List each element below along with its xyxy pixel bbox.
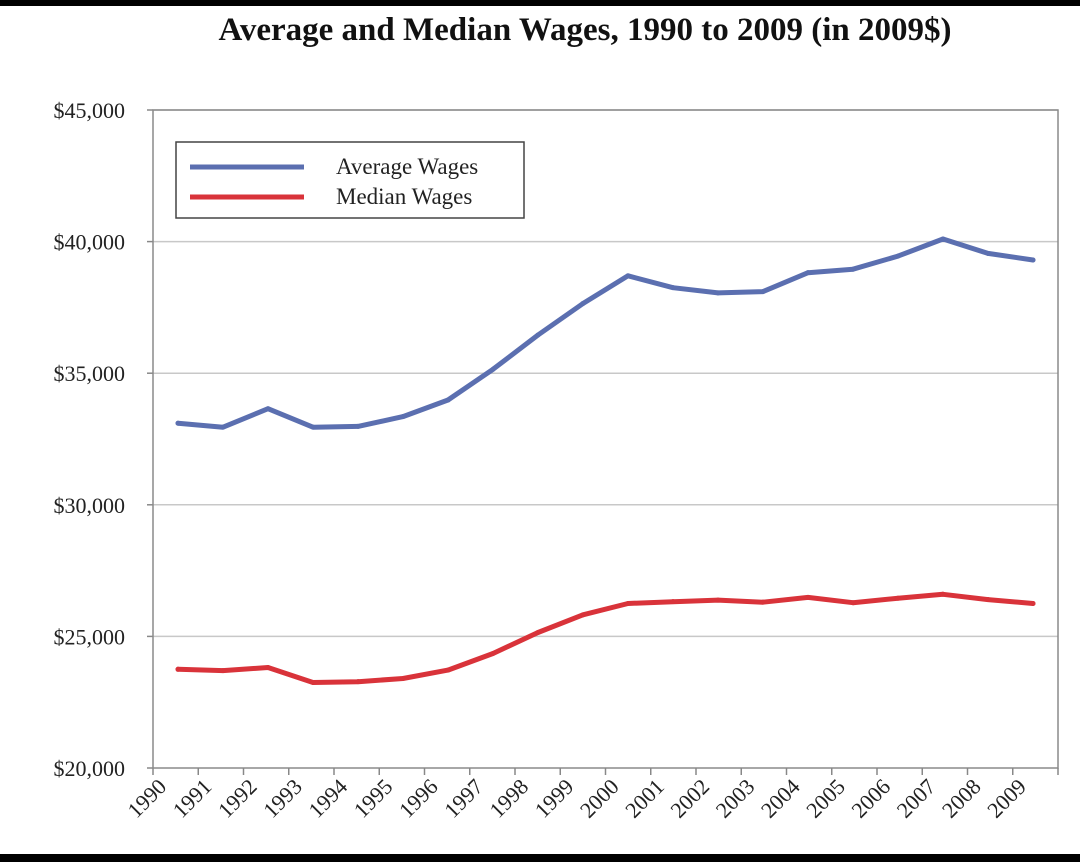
data-point	[580, 612, 586, 618]
x-tick-label: 2005	[801, 774, 850, 823]
y-tick-label: $30,000	[54, 493, 126, 518]
x-tick-label: 1990	[122, 774, 171, 823]
data-point	[220, 668, 226, 674]
line-chart: $20,000 $25,000 $30,000 $35,000 $40,000 $45,0…	[54, 98, 1059, 823]
y-tick-label: $40,000	[54, 230, 126, 255]
data-point	[580, 300, 586, 306]
data-point	[220, 424, 226, 430]
data-point	[535, 332, 541, 338]
series-line-median-wages	[175, 591, 1036, 685]
x-tick-label: 2001	[620, 774, 669, 823]
x-tick-label: 2009	[982, 774, 1031, 823]
x-tick-label: 1999	[530, 774, 579, 823]
chart-title: Average and Median Wages, 1990 to 2009 (…	[218, 12, 952, 48]
data-point	[760, 289, 766, 295]
x-tick-label: 2008	[937, 774, 986, 823]
data-point	[985, 597, 991, 603]
data-point	[940, 236, 946, 242]
x-tick-label: 1997	[439, 774, 488, 823]
legend-box	[175, 141, 525, 219]
data-point	[445, 667, 451, 673]
data-point	[1030, 601, 1036, 606]
data-point	[310, 679, 316, 685]
x-tick-label: 1992	[213, 774, 262, 823]
data-point	[670, 285, 676, 291]
y-tick-label: $25,000	[54, 624, 126, 649]
y-tick-label: $35,000	[54, 361, 126, 386]
data-point	[805, 594, 811, 600]
x-tick-label: 1994	[303, 774, 352, 823]
data-point	[310, 424, 316, 430]
data-point	[670, 599, 676, 605]
data-point	[625, 273, 631, 279]
x-tick-label: 2006	[846, 774, 895, 823]
y-tick-label: $20,000	[54, 756, 126, 781]
x-tick-label: 2007	[892, 774, 941, 823]
data-point	[1030, 257, 1036, 263]
legend-label: Median Wages	[336, 184, 472, 209]
x-tick-label: 1993	[258, 774, 307, 823]
x-tick-label: 1996	[394, 774, 443, 823]
data-point	[355, 679, 361, 685]
data-point	[490, 651, 496, 657]
data-point	[445, 397, 451, 403]
data-point	[175, 666, 181, 672]
data-point	[760, 599, 766, 605]
data-point	[850, 600, 856, 606]
x-tick-label: 2004	[756, 774, 805, 823]
x-tick-label: 1995	[349, 774, 398, 823]
data-point	[265, 664, 271, 670]
data-point	[940, 591, 946, 597]
x-tick-label: 2003	[711, 774, 760, 823]
data-point	[490, 366, 496, 372]
data-point	[895, 595, 901, 601]
legend-label: Average Wages	[336, 154, 478, 179]
chart-page: Average and Median Wages, 1990 to 2009 (…	[0, 6, 1080, 854]
series-line-average-wages	[175, 236, 1036, 430]
data-point	[715, 597, 721, 603]
data-point	[400, 414, 406, 420]
data-point	[265, 406, 271, 412]
y-tick-label: $45,000	[54, 98, 126, 123]
data-point	[805, 270, 811, 276]
data-point	[535, 629, 541, 635]
data-point	[355, 423, 361, 429]
x-tick-label: 2000	[575, 774, 624, 823]
data-point	[625, 601, 631, 606]
data-point	[850, 266, 856, 272]
x-tick-label: 1998	[484, 774, 533, 823]
data-point	[715, 290, 721, 296]
x-tick-label: 2002	[665, 774, 714, 823]
data-point	[895, 253, 901, 259]
data-point	[175, 420, 181, 426]
data-point	[400, 676, 406, 682]
plot-area	[153, 110, 1058, 768]
x-tick-label: 1991	[168, 774, 217, 823]
data-point	[985, 250, 991, 256]
